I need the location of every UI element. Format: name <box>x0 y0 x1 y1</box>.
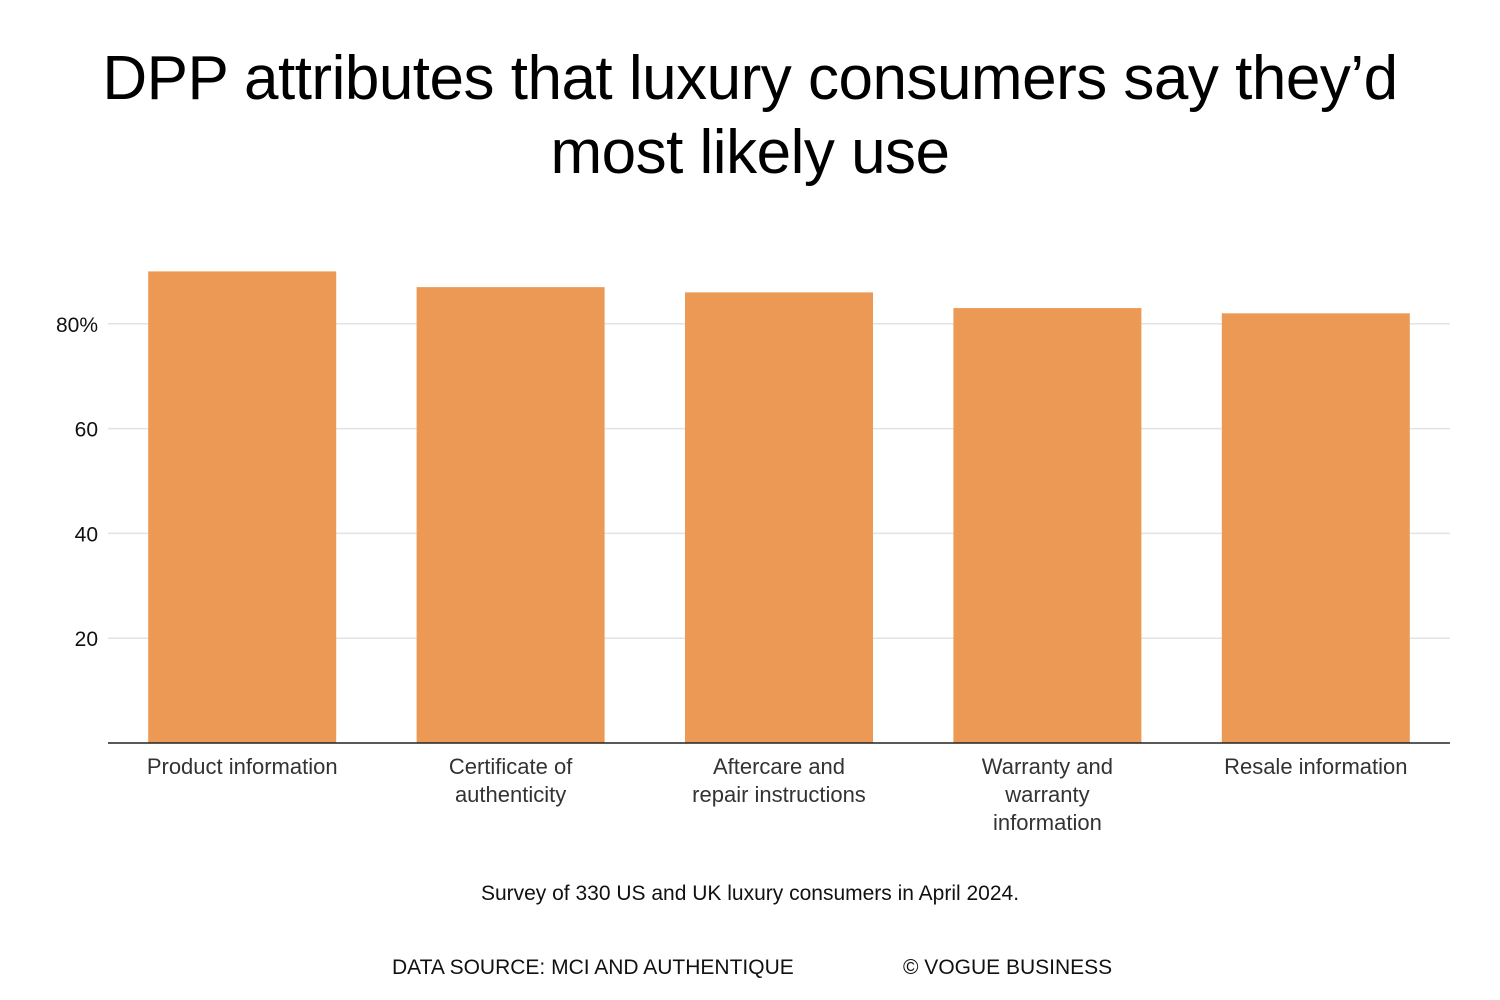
survey-note: Survey of 330 US and UK luxury consumers… <box>480 882 1020 905</box>
y-tick-label: 40 <box>75 523 98 546</box>
chart-title: DPP attributes that luxury consumers say… <box>102 44 1398 187</box>
bar <box>953 308 1142 743</box>
copyright-credit: © VOGUE BUSINESS <box>903 956 1113 979</box>
bar <box>148 271 337 743</box>
x-tick-label: Product information <box>147 754 338 779</box>
y-tick-label: 20 <box>75 628 98 651</box>
x-tick-label: Warranty and warranty information <box>982 754 1113 835</box>
data-source: DATA SOURCE: MCI AND AUTHENTIQUE <box>392 956 794 979</box>
y-tick-label: 80% <box>56 314 98 337</box>
bar <box>685 292 873 743</box>
x-tick-label: Certificate of authenticity <box>449 754 573 807</box>
y-axis-ticks: 20 40 60 80% <box>56 314 98 651</box>
x-tick-label: Resale information <box>1224 754 1407 779</box>
bar <box>1221 313 1410 743</box>
bars <box>148 271 1410 743</box>
x-tick-label: Aftercare and repair instructions <box>692 754 866 807</box>
bar <box>416 287 605 743</box>
x-axis-labels: Product information Certificate of authent… <box>147 754 1408 835</box>
y-tick-label: 60 <box>75 419 98 442</box>
